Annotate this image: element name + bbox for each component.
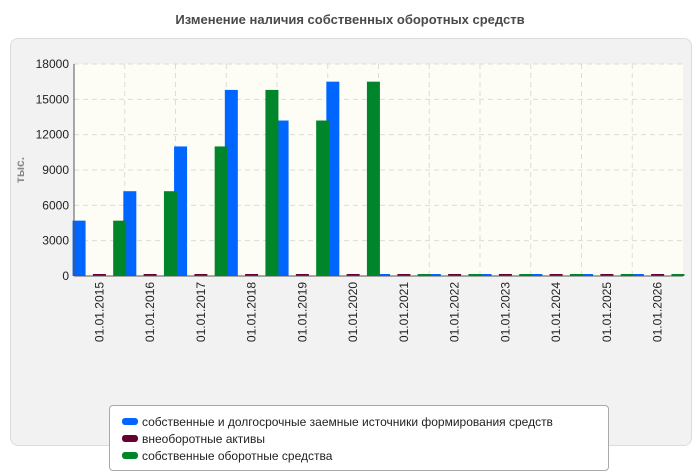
legend: собственные и долгосрочные заемные источ… bbox=[109, 405, 609, 471]
bar bbox=[194, 274, 208, 276]
legend-label-working-capital: собственные оборотные средства bbox=[142, 448, 333, 463]
y-tick-label: 0 bbox=[62, 269, 69, 283]
bar bbox=[651, 274, 665, 276]
legend-label-noncurrent-assets: внеоборотные активы bbox=[142, 431, 265, 446]
bar-chart: 0 3000 6000 9000 12000 15000 18000 01.01.2015 01… bbox=[13, 57, 685, 342]
bar bbox=[143, 274, 157, 276]
chart-title: Изменение наличия собственных оборотных … bbox=[175, 12, 525, 27]
legend-swatch-sources bbox=[122, 418, 138, 425]
bar bbox=[397, 274, 411, 276]
bar bbox=[600, 274, 614, 276]
legend-label-sources: собственные и долгосрочные заемные источ… bbox=[142, 414, 553, 429]
bar bbox=[92, 274, 106, 276]
y-tick-label: 18000 bbox=[36, 57, 70, 71]
bar bbox=[163, 191, 177, 276]
legend-swatch-working-capital bbox=[122, 452, 138, 459]
bar bbox=[265, 89, 279, 277]
legend-item-noncurrent-assets: внеоборотные активы bbox=[122, 430, 608, 447]
chart-panel: 0 3000 6000 9000 12000 15000 18000 01.01.2015 01… bbox=[10, 38, 692, 471]
bar bbox=[519, 274, 533, 276]
y-tick-label: 3000 bbox=[42, 234, 69, 248]
bar bbox=[498, 274, 512, 276]
x-tick-label: 01.01.2020 bbox=[346, 282, 360, 342]
bar bbox=[113, 220, 127, 276]
x-tick-label: 01.01.2026 bbox=[651, 282, 665, 342]
bar bbox=[417, 274, 431, 276]
bar bbox=[346, 274, 360, 276]
y-tick-label: 15000 bbox=[36, 92, 70, 106]
bar bbox=[630, 274, 644, 276]
bar bbox=[620, 274, 634, 276]
bar bbox=[478, 274, 492, 276]
x-tick-label: 01.01.2016 bbox=[143, 282, 157, 342]
bar bbox=[224, 89, 238, 277]
bar bbox=[377, 274, 391, 276]
x-tick-label: 01.01.2023 bbox=[498, 282, 512, 342]
bar bbox=[569, 274, 583, 276]
bar bbox=[326, 81, 340, 276]
y-axis-label: тыс. bbox=[13, 157, 27, 183]
bar bbox=[245, 274, 259, 276]
bar bbox=[448, 274, 462, 276]
x-tick-label: 01.01.2015 bbox=[92, 282, 106, 342]
x-tick-label: 01.01.2021 bbox=[397, 282, 411, 342]
bar bbox=[72, 220, 86, 276]
legend-swatch-noncurrent-assets bbox=[122, 435, 138, 442]
bar bbox=[366, 81, 380, 276]
x-tick-label: 01.01.2018 bbox=[245, 282, 259, 342]
x-tick-label: 01.01.2025 bbox=[600, 282, 614, 342]
bar bbox=[549, 274, 563, 276]
y-tick-label: 6000 bbox=[42, 198, 69, 212]
bar bbox=[123, 191, 137, 276]
y-tick-label: 9000 bbox=[42, 163, 69, 177]
bar bbox=[174, 146, 188, 276]
x-tick-label: 01.01.2022 bbox=[448, 282, 462, 342]
bar bbox=[580, 274, 594, 276]
bar bbox=[427, 274, 441, 276]
bar bbox=[275, 120, 289, 277]
x-tick-label: 01.01.2019 bbox=[295, 282, 309, 342]
x-tick-label: 01.01.2024 bbox=[549, 282, 563, 342]
bar bbox=[295, 274, 309, 276]
bar bbox=[468, 274, 482, 276]
legend-item-sources: собственные и долгосрочные заемные источ… bbox=[122, 413, 608, 430]
y-tick-label: 12000 bbox=[36, 128, 70, 142]
bar bbox=[529, 274, 543, 276]
x-tick-label: 01.01.2017 bbox=[194, 282, 208, 342]
bar bbox=[671, 274, 685, 276]
bar bbox=[214, 146, 228, 276]
bar bbox=[316, 120, 330, 277]
